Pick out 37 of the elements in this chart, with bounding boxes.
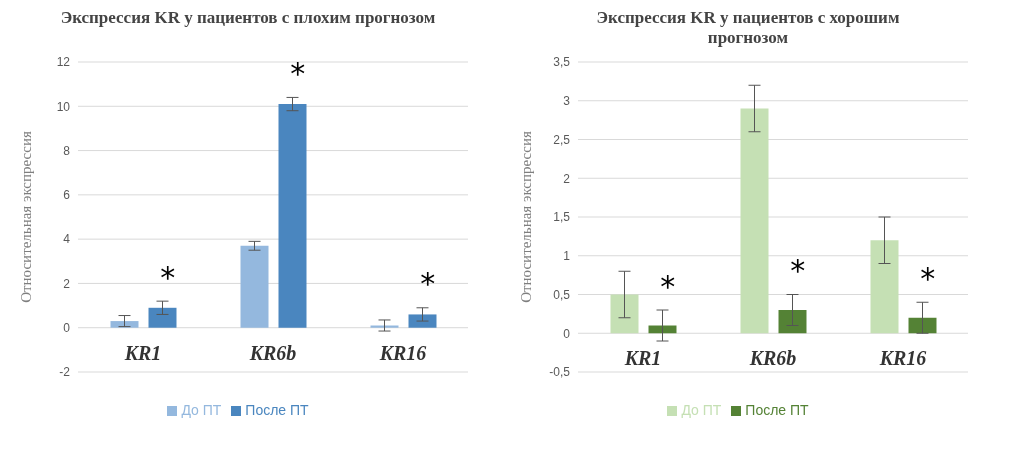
y-tick-label: 2 [63,276,71,291]
x-tick-label: KR16 [378,341,427,364]
y-tick-label: 0 [63,320,71,335]
y-tick-label: 3,5 [553,55,571,70]
chart-title: Экспрессия KR у пациентов с хорошим прогнозом [595,8,901,49]
x-tick-label: KR16 [878,347,927,370]
y-tick-label: 3 [563,94,571,109]
x-tick-label: KR6b [748,347,797,370]
annotation: * [290,55,306,91]
y-tick-label: 0 [563,326,571,341]
legend-label: До ПТ [181,402,222,418]
x-tick-label: KR6b [248,341,297,364]
y-tick-label: 8 [63,143,71,158]
y-tick-label: 4 [63,232,71,247]
chart-title: Экспрессия KR у пациентов с плохим прогнозом [59,8,437,29]
annotation: * [420,266,436,302]
y-tick-label: 2,5 [553,132,571,147]
y-tick-label: 6 [63,188,71,203]
x-tick-label: KR1 [123,341,162,364]
annotation: * [660,268,676,304]
y-tick-label: 1,5 [553,210,571,225]
y-tick-label: -0,5 [549,365,571,380]
y-tick-label: 10 [56,99,71,114]
x-tick-label: KR1 [623,347,662,370]
y-tick-label: 0,5 [553,287,571,302]
annotation: * [790,253,806,288]
annotation: * [160,259,176,295]
annotation: * [920,260,936,296]
y-tick-label: -2 [59,365,71,380]
y-tick-label: 1 [563,249,571,264]
y-tick-label: 12 [56,55,71,70]
y-axis-title: Относительная экспрессия [18,131,35,303]
y-axis-title: Относительная экспрессия [518,131,535,303]
legend-label: До ПТ [681,402,722,418]
legend-label: После ПТ [745,402,809,418]
legend-label: После ПТ [245,402,309,418]
y-tick-label: 2 [563,171,571,186]
